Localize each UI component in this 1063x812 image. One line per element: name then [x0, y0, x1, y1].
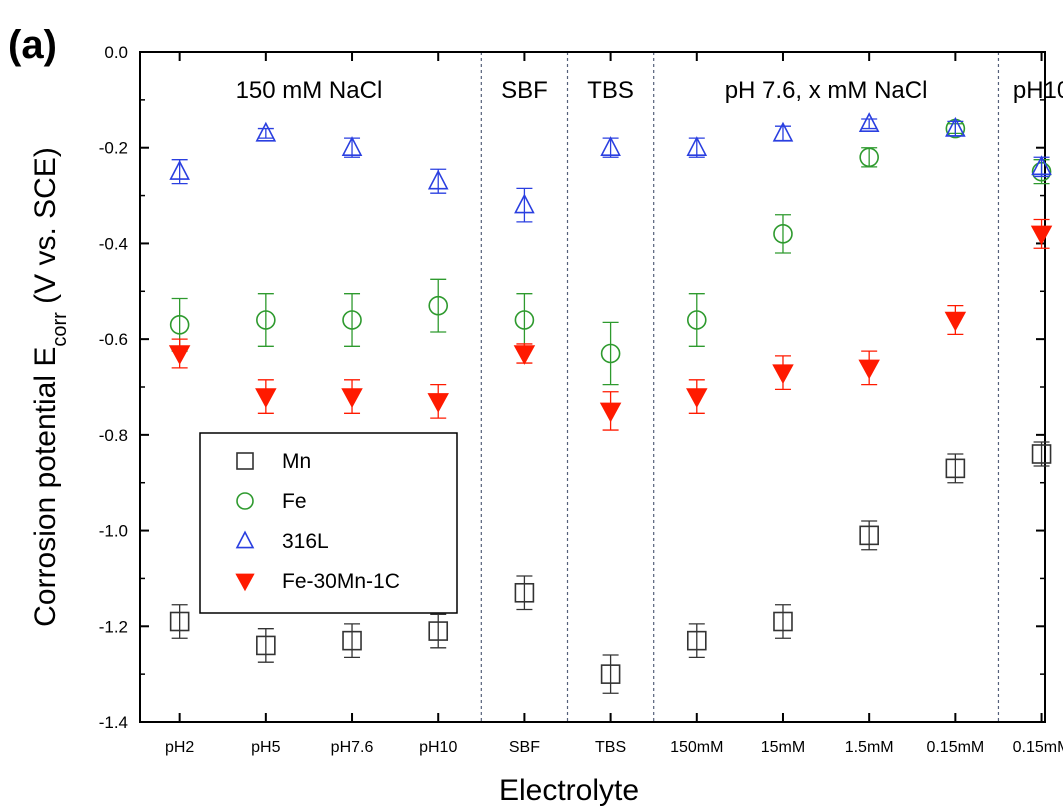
data-point — [342, 310, 362, 330]
group-labels: 150 mM NaCl SBF TBS pH 7.6, x mM NaCl pH10 — [236, 77, 1063, 104]
y-axis-title-tail: (V vs. SCE) — [29, 147, 62, 312]
data-point — [773, 224, 793, 244]
legend-entry: Mn — [282, 450, 311, 473]
data-point — [513, 345, 536, 365]
data-point — [168, 345, 191, 365]
data-point — [255, 388, 277, 408]
x-tick-label: pH2 — [165, 739, 194, 756]
series-316l — [169, 112, 1052, 223]
data-point — [341, 136, 363, 156]
data-point — [772, 121, 794, 142]
data-point — [945, 458, 966, 479]
group-label: pH 7.6, x mM NaCl — [725, 77, 928, 104]
y-tick-label: -0.2 — [99, 139, 128, 158]
series-fe-30mn-1c — [168, 218, 1053, 431]
legend-entry: Fe — [282, 490, 307, 513]
y-axis-title-main: Corrosion potential E — [29, 347, 62, 627]
y-axis-title-subscript: corr — [49, 312, 71, 347]
data-point — [428, 295, 449, 316]
data-point — [1031, 444, 1052, 464]
group-label: SBF — [501, 77, 548, 104]
data-point — [859, 147, 879, 168]
y-tick-label: -0.4 — [99, 234, 128, 253]
y-axis-title: Corrosion potential Ecorr (V vs. SCE) — [29, 147, 71, 627]
x-tick-label: SBF — [509, 739, 540, 756]
y-tick-label: -0.6 — [99, 330, 128, 349]
data-point — [858, 112, 880, 133]
data-point — [944, 311, 967, 332]
x-tick-label: 15mM — [761, 739, 805, 756]
x-tick-label: 1.5mM — [845, 739, 894, 756]
x-tick-label: pH7.6 — [331, 739, 374, 756]
series-fe — [169, 118, 1052, 386]
data-point — [256, 635, 276, 656]
x-tick-label: 0.15mM — [926, 739, 984, 756]
y-axis-ticks: 0.0 -0.2 -0.4 -0.6 -0.8 -1.0 -1.2 -1.4 — [99, 43, 1045, 732]
y-tick-label: -1.2 — [99, 617, 128, 636]
data-point — [342, 630, 362, 651]
data-point — [428, 621, 449, 641]
data-point — [945, 116, 966, 137]
data-point — [686, 310, 707, 330]
panel-label: (a) — [8, 23, 57, 67]
data-point — [600, 136, 621, 156]
plot-border — [139, 51, 1046, 723]
data-point — [600, 343, 621, 364]
x-axis-title: Electrolyte — [499, 774, 639, 807]
legend-marker — [235, 530, 255, 549]
group-label: TBS — [587, 77, 634, 104]
data-point — [1030, 225, 1053, 246]
legend: Mn Fe 316L Fe-30Mn-1C — [199, 432, 458, 614]
data-point — [255, 121, 277, 142]
data-point — [256, 310, 276, 330]
data-point — [686, 630, 707, 651]
data-point — [169, 160, 190, 180]
data-point — [686, 388, 708, 408]
legend-entry: Fe-30Mn-1C — [282, 570, 400, 593]
y-tick-label: 0.0 — [104, 43, 128, 62]
data-point — [427, 393, 449, 413]
data-point — [427, 169, 449, 190]
data-point — [169, 611, 190, 632]
data-point — [859, 525, 879, 546]
group-separators — [480, 52, 1000, 722]
legend-marker — [236, 452, 254, 470]
y-tick-label: -1.0 — [99, 522, 128, 541]
x-tick-label: 150mM — [670, 739, 723, 756]
y-tick-label: -1.4 — [99, 713, 128, 732]
data-point — [341, 388, 363, 408]
data-marks — [168, 112, 1053, 694]
data-point — [514, 582, 535, 603]
data-point — [599, 402, 622, 423]
x-tick-label: pH10 — [419, 739, 457, 756]
data-point — [169, 314, 190, 335]
legend-entry: 316L — [282, 530, 329, 553]
data-point — [600, 664, 621, 684]
legend-marker — [235, 573, 255, 592]
x-tick-label: pH5 — [251, 739, 280, 756]
data-point — [772, 364, 794, 385]
data-point — [773, 611, 793, 632]
series-mn — [169, 441, 1052, 694]
legend-marker — [236, 492, 254, 510]
data-point — [1031, 155, 1052, 176]
data-point — [514, 310, 535, 330]
data-point — [858, 359, 880, 380]
x-tick-label: TBS — [595, 739, 626, 756]
data-point — [686, 136, 708, 156]
group-label: pH10 — [1013, 77, 1063, 104]
group-label: 150 mM NaCl — [236, 77, 383, 104]
x-tick-label: 0.15mM — [1013, 739, 1063, 756]
plot-frame — [139, 51, 1046, 723]
y-axis-title-text: Corrosion potential Ecorr (V vs. SCE) — [29, 147, 71, 627]
y-tick-label: -0.8 — [99, 426, 128, 445]
x-axis-ticks: pH2 pH5 pH7.6 pH10 SBF TBS 150mM 15mM 1.5mM 0.15m… — [165, 52, 1063, 756]
data-point — [514, 193, 535, 214]
